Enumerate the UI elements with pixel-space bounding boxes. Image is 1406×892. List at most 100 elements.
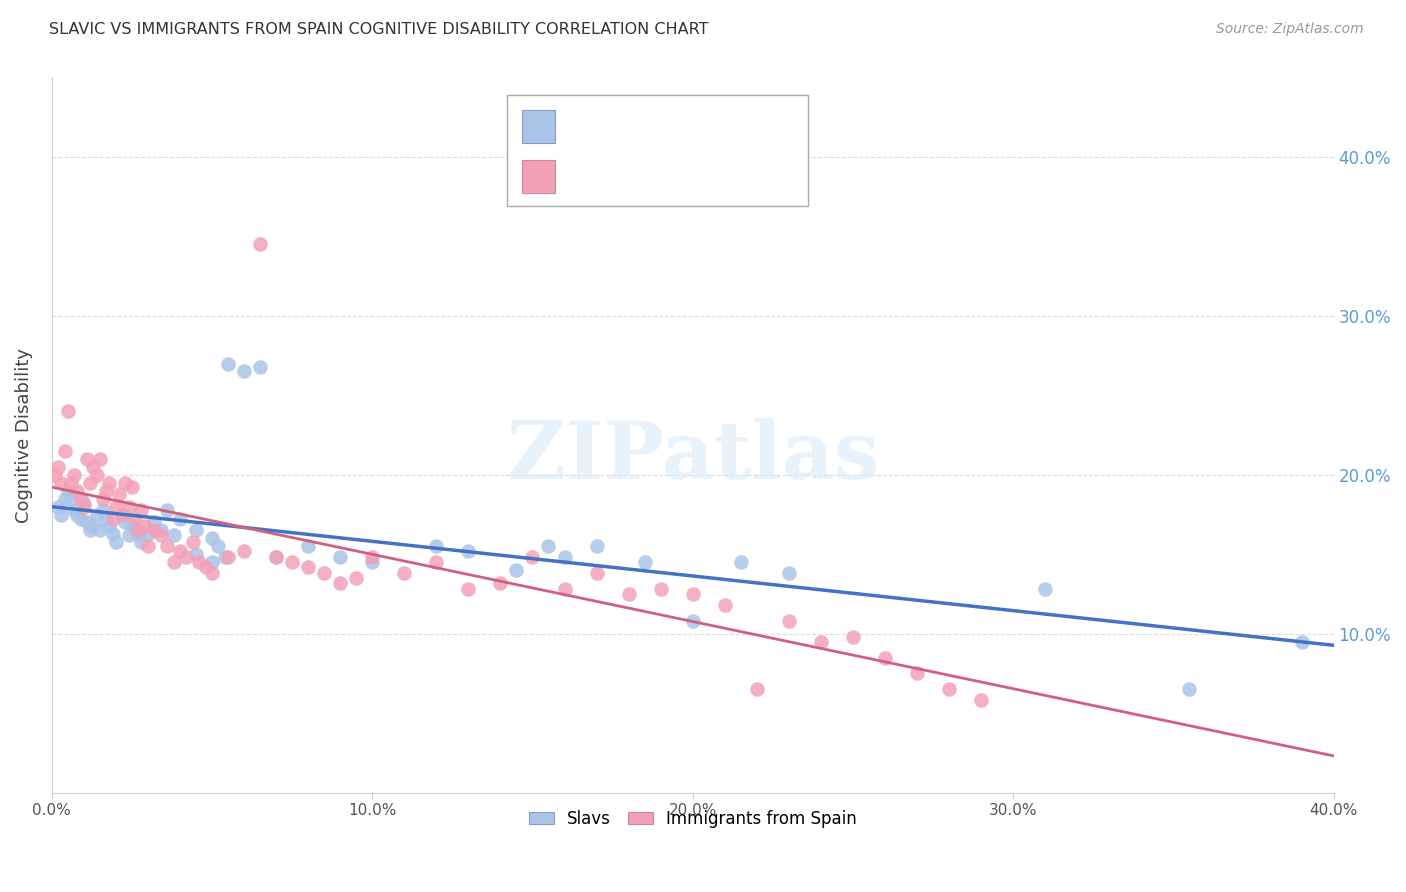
Point bbox=[73, 496, 96, 510]
Point bbox=[63, 467, 86, 482]
Point bbox=[51, 475, 73, 490]
Point bbox=[108, 487, 131, 501]
Point bbox=[46, 459, 69, 474]
Point bbox=[89, 451, 111, 466]
Point bbox=[76, 451, 98, 466]
Point bbox=[111, 508, 134, 522]
Point bbox=[194, 560, 217, 574]
Point bbox=[79, 475, 101, 490]
Point bbox=[76, 516, 98, 530]
Point bbox=[131, 502, 153, 516]
Point bbox=[233, 364, 256, 378]
Point bbox=[505, 563, 527, 577]
Point bbox=[89, 524, 111, 538]
Point bbox=[114, 516, 136, 530]
Point bbox=[162, 555, 184, 569]
Point bbox=[207, 539, 229, 553]
Point bbox=[82, 459, 104, 474]
Point bbox=[82, 518, 104, 533]
Point bbox=[810, 634, 832, 648]
Point bbox=[169, 544, 191, 558]
Point bbox=[86, 467, 108, 482]
Point bbox=[457, 544, 479, 558]
Point bbox=[778, 614, 800, 628]
Point bbox=[730, 555, 752, 569]
Point bbox=[394, 566, 416, 581]
Point bbox=[56, 483, 79, 498]
Point bbox=[585, 539, 607, 553]
Point bbox=[136, 539, 159, 553]
Point bbox=[127, 526, 149, 541]
Point bbox=[111, 508, 134, 522]
Point bbox=[745, 682, 768, 697]
Point bbox=[91, 502, 114, 516]
Text: SLAVIC VS IMMIGRANTS FROM SPAIN COGNITIVE DISABILITY CORRELATION CHART: SLAVIC VS IMMIGRANTS FROM SPAIN COGNITIV… bbox=[49, 22, 709, 37]
Point bbox=[104, 534, 127, 549]
Point bbox=[489, 575, 512, 590]
Point bbox=[56, 404, 79, 418]
Text: Source: ZipAtlas.com: Source: ZipAtlas.com bbox=[1216, 22, 1364, 37]
Point bbox=[118, 528, 141, 542]
Point bbox=[344, 571, 367, 585]
Point bbox=[188, 555, 211, 569]
Point bbox=[136, 526, 159, 541]
Point bbox=[281, 555, 304, 569]
Point bbox=[217, 550, 239, 565]
Point bbox=[98, 518, 121, 533]
Point bbox=[184, 547, 207, 561]
Point bbox=[96, 483, 118, 498]
Point bbox=[297, 539, 319, 553]
Point bbox=[46, 500, 69, 514]
Point bbox=[842, 630, 865, 644]
Point bbox=[149, 524, 172, 538]
Point bbox=[553, 582, 575, 597]
Point bbox=[127, 524, 149, 538]
Point bbox=[214, 550, 236, 565]
Point bbox=[633, 555, 655, 569]
Point bbox=[181, 534, 204, 549]
Y-axis label: Cognitive Disability: Cognitive Disability bbox=[15, 348, 32, 523]
Point bbox=[425, 555, 447, 569]
Point bbox=[873, 650, 896, 665]
Point bbox=[59, 491, 82, 506]
Point bbox=[537, 539, 560, 553]
Point bbox=[53, 444, 76, 458]
Point bbox=[66, 508, 89, 522]
Point bbox=[1291, 634, 1313, 648]
Point bbox=[329, 550, 352, 565]
Point bbox=[264, 550, 287, 565]
Point bbox=[361, 555, 384, 569]
Point bbox=[91, 491, 114, 506]
Point bbox=[73, 500, 96, 514]
Point bbox=[169, 512, 191, 526]
Point bbox=[201, 532, 224, 546]
Point bbox=[69, 491, 91, 506]
Point bbox=[713, 598, 735, 612]
Point bbox=[44, 467, 66, 482]
Point bbox=[650, 582, 672, 597]
Point bbox=[425, 539, 447, 553]
Point bbox=[118, 500, 141, 514]
Point bbox=[314, 566, 336, 581]
Point bbox=[124, 524, 146, 538]
Point bbox=[457, 582, 479, 597]
Point bbox=[134, 518, 156, 533]
Point bbox=[101, 512, 124, 526]
Point bbox=[69, 512, 91, 526]
Point bbox=[361, 550, 384, 565]
Point bbox=[938, 682, 960, 697]
Point bbox=[297, 560, 319, 574]
Point bbox=[184, 524, 207, 538]
Point bbox=[149, 528, 172, 542]
Point bbox=[101, 526, 124, 541]
Point bbox=[1178, 682, 1201, 697]
Point bbox=[249, 237, 271, 252]
Point bbox=[970, 693, 993, 707]
Point bbox=[176, 550, 198, 565]
Point bbox=[162, 528, 184, 542]
Point bbox=[143, 516, 166, 530]
Point bbox=[522, 550, 544, 565]
Point bbox=[114, 475, 136, 490]
Point bbox=[201, 566, 224, 581]
Point bbox=[131, 534, 153, 549]
